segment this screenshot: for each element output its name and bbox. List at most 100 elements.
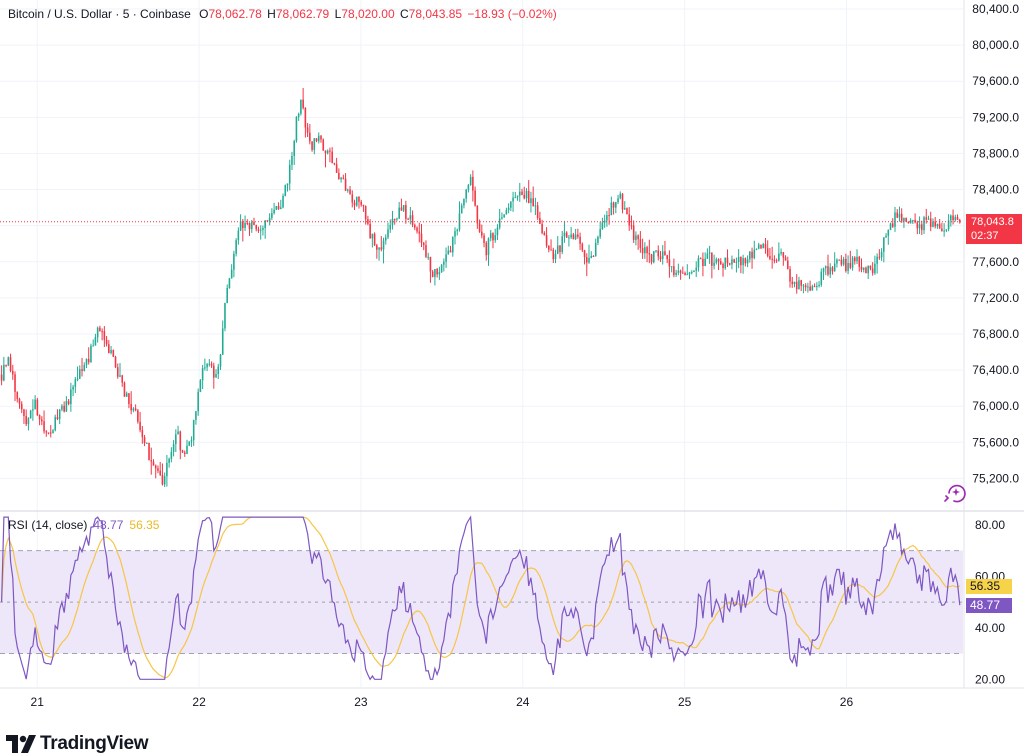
candle-body (521, 191, 523, 195)
candle-body (322, 139, 325, 151)
candle-body (210, 363, 213, 366)
candle-body (221, 328, 224, 355)
candle-body (760, 244, 762, 249)
rsi-band-fill (0, 550, 963, 654)
candle-body (804, 285, 807, 288)
rsi-ma-legend-value: 56.35 (129, 518, 160, 532)
candle-body (132, 408, 135, 411)
candle-body (302, 99, 304, 108)
candle-body (733, 259, 735, 263)
candle-body (9, 357, 12, 371)
candle-body (250, 221, 253, 230)
candle-body (313, 138, 316, 150)
candle-body (183, 452, 186, 454)
candle-body (751, 251, 753, 259)
candle-body (885, 235, 887, 238)
candle-body (351, 194, 354, 203)
candle-body (668, 259, 671, 267)
candle-body (262, 227, 264, 230)
candle-body (400, 207, 403, 211)
candle-body (311, 141, 313, 150)
candle-body (181, 450, 184, 453)
candle-body (934, 221, 936, 227)
candle-body (61, 405, 63, 410)
candle-body (143, 437, 146, 444)
candle-body (324, 150, 327, 154)
candle-body (125, 393, 128, 397)
candle-body (900, 213, 903, 222)
candle-body (744, 258, 747, 264)
candle-body (271, 213, 273, 218)
candle-body (259, 229, 262, 231)
tradingview-logo[interactable]: TradingView (6, 732, 149, 756)
candle-body (632, 225, 635, 240)
candle-body (950, 215, 952, 221)
candle-body (264, 220, 266, 228)
candle-body (94, 337, 97, 346)
rsi-label[interactable]: RSI (14, close) (8, 518, 88, 532)
candle-body (255, 225, 258, 230)
price-tick-label: 79,200.0 (972, 110, 1019, 124)
candle-body (376, 245, 378, 250)
candle-body (883, 237, 885, 252)
sparkle-icon[interactable] (942, 482, 966, 504)
candle-body (813, 286, 816, 288)
candle-body (527, 190, 530, 203)
candle-body (215, 374, 217, 378)
candle-body (474, 190, 476, 206)
time-tick-label: 25 (678, 695, 692, 709)
candle-body (130, 403, 132, 411)
rsi-line (1, 515, 961, 681)
candle-body (342, 177, 345, 179)
candle-body (315, 138, 318, 142)
rsi-tick-label: 40.00 (975, 621, 1005, 635)
candle-body (818, 284, 820, 286)
candle-body (338, 172, 340, 180)
candle-body (224, 302, 226, 329)
candle-body (789, 269, 791, 282)
candle-body (510, 201, 512, 208)
candle-body (827, 266, 829, 275)
candle-body (5, 364, 7, 366)
candle-body (568, 237, 570, 239)
candle-body (358, 196, 360, 202)
candle-body (880, 251, 883, 258)
candle-body (556, 245, 559, 254)
candle-body (353, 202, 356, 206)
candle-body (675, 272, 677, 275)
candle-body (646, 247, 648, 254)
candle-body (463, 198, 465, 206)
price-tick-label: 76,400.0 (972, 363, 1019, 377)
candle-body (679, 270, 682, 273)
candle-body (737, 256, 740, 262)
candle-body (722, 263, 724, 269)
candle-body (775, 260, 778, 262)
candle-body (456, 229, 459, 232)
rsi-ma-line (1, 516, 961, 679)
candle-body (684, 272, 686, 275)
symbol-name[interactable]: Bitcoin / U.S. Dollar · 5 · Coinbase (8, 7, 191, 21)
candle-body (112, 350, 115, 357)
candle-body (731, 259, 733, 265)
candle-body (362, 204, 365, 207)
candle-body (228, 278, 231, 289)
candle-body (76, 378, 79, 380)
candle-body (766, 248, 769, 257)
candle-body (816, 285, 818, 287)
candle-body (534, 205, 537, 207)
candle-body (340, 177, 342, 180)
candle-body (782, 252, 785, 258)
candle-body (621, 193, 624, 210)
candle-body (650, 254, 653, 263)
price-tick-label: 78,400.0 (972, 183, 1019, 197)
candle-body (688, 272, 691, 275)
candle-body (152, 461, 155, 466)
candle-body (641, 248, 644, 254)
candle-body (451, 236, 454, 253)
candle-body (329, 150, 331, 152)
candle-body (661, 251, 664, 260)
candle-body (907, 221, 910, 224)
candle-body (105, 339, 108, 345)
